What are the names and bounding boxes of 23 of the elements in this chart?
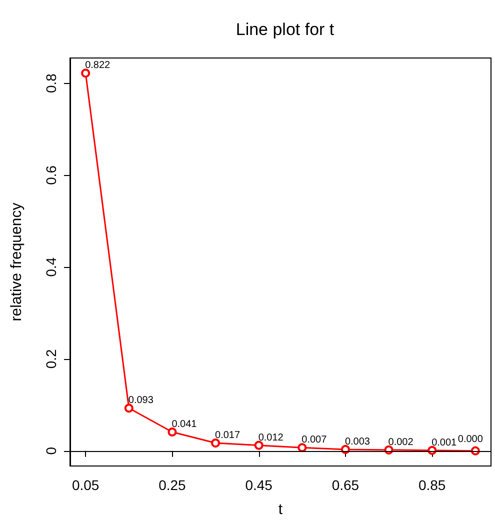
x-tick-label: 0.65 [332,477,360,493]
data-label: 0.041 [172,419,198,430]
x-tick-label: 0.05 [72,477,100,493]
data-label: 0.093 [128,395,154,406]
x-tick-label: 0.45 [245,477,273,493]
x-tick-label: 0.25 [158,477,186,493]
x-tick-label: 0.85 [418,477,446,493]
data-label: 0.017 [215,430,240,442]
data-label: 0.002 [388,436,414,448]
y-axis-title: relative frequency [8,202,25,322]
y-tick-label: 0.2 [43,349,59,369]
chart-title: Line plot for t [236,20,334,39]
data-label: 0.007 [302,434,328,446]
data-label: 0.003 [344,436,370,448]
y-tick-label: 0 [43,446,59,455]
x-axis-title: t [278,501,284,518]
y-tick-label: 0.4 [43,257,59,277]
data-label: 0.012 [258,432,284,444]
data-label: 0.000 [458,434,484,445]
data-label: 0.001 [432,437,458,448]
y-tick-label: 0.6 [43,165,59,185]
data-label: 0.822 [85,60,111,72]
y-tick-label: 0.8 [43,73,59,94]
